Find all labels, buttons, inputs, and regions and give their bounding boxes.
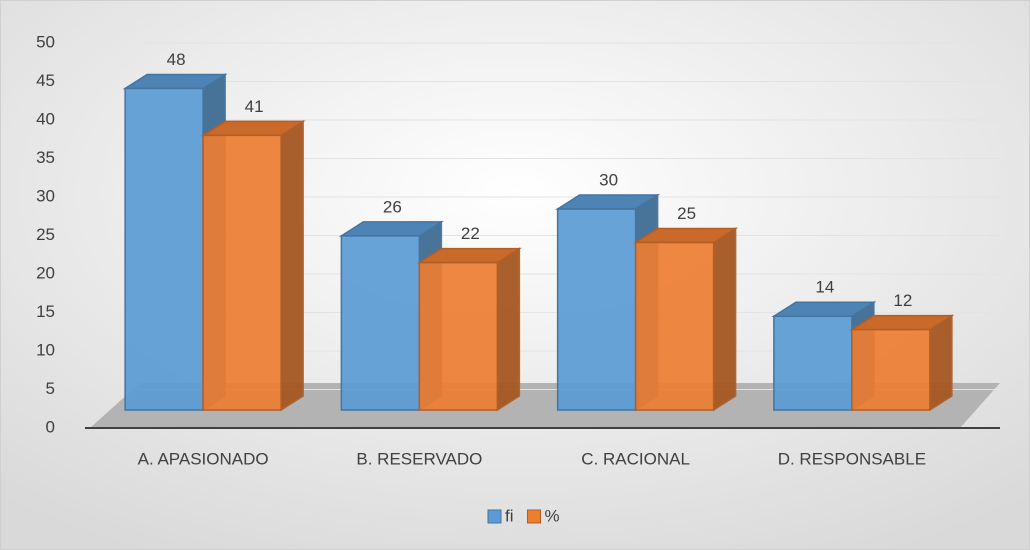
y-tick-label: 35 (36, 148, 55, 167)
bar-front (851, 328, 931, 411)
bar-front (340, 235, 421, 411)
bar-front (556, 208, 637, 411)
y-tick-label: 15 (36, 302, 55, 321)
y-tick-label: 45 (36, 71, 55, 90)
data-label: 26 (383, 197, 402, 216)
y-tick-label: 10 (36, 340, 55, 359)
bar-side (496, 247, 521, 412)
x-tick-label: D. RESPONSABLE (778, 449, 926, 468)
bar-front (634, 241, 715, 411)
bar-front (418, 261, 499, 411)
data-label: 12 (893, 291, 912, 310)
x-tick-label: C. RACIONAL (581, 449, 690, 468)
data-label: 25 (677, 204, 696, 223)
data-label: 14 (815, 278, 834, 297)
y-tick-label: 50 (36, 32, 55, 51)
legend-swatch (527, 509, 541, 524)
y-tick-label: 30 (36, 186, 55, 205)
bar (200, 119, 306, 412)
bar (633, 227, 739, 412)
y-tick-label: 0 (46, 417, 55, 436)
y-tick-label: 20 (36, 263, 55, 282)
bar-front (202, 134, 282, 411)
data-label: 41 (245, 97, 264, 116)
legend-swatch (487, 509, 502, 524)
bar-side (280, 119, 304, 412)
bar-front (124, 87, 204, 411)
floor (90, 383, 1000, 428)
y-tick-label: 5 (46, 379, 55, 398)
data-label: 48 (167, 50, 186, 69)
legend-label: % (545, 506, 560, 525)
x-tick-label: B. RESERVADO (356, 449, 482, 468)
x-tick-label: A. APASIONADO (138, 449, 269, 468)
bar-side (712, 227, 737, 412)
legend-label: fi (505, 506, 514, 525)
bar-side (929, 314, 953, 412)
bar-front (773, 315, 853, 411)
data-label: 30 (599, 171, 618, 190)
bar (416, 247, 522, 412)
bar (338, 220, 444, 412)
y-tick-label: 40 (36, 109, 55, 128)
bar (849, 314, 955, 412)
y-tick-label: 25 (36, 225, 55, 244)
data-label: 22 (461, 224, 480, 243)
